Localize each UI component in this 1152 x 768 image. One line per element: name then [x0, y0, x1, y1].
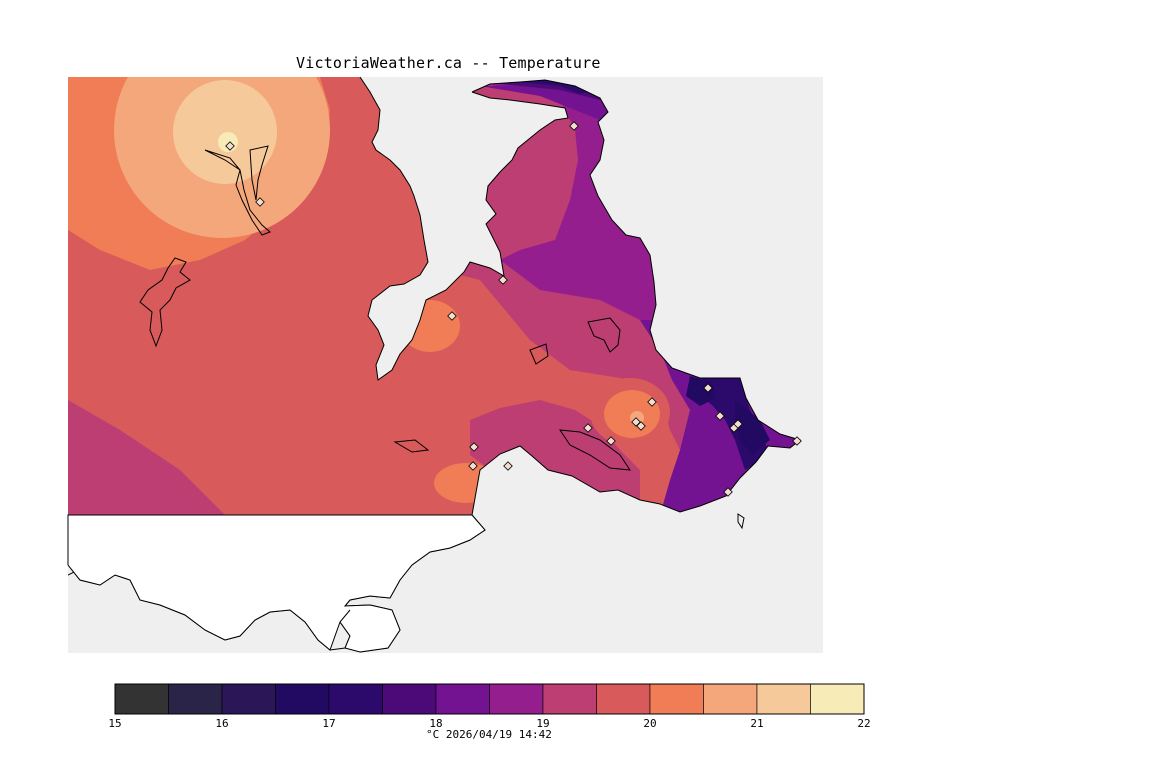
- station-marker: [225, 141, 235, 151]
- color-scale-bin: [542, 683, 597, 715]
- station-marker: [503, 461, 513, 471]
- station-marker: [723, 487, 733, 497]
- color-scale-frame: [114, 683, 865, 715]
- color-scale-bin: [756, 683, 811, 715]
- lake-west: [139, 257, 191, 348]
- lake-east-b: [529, 343, 549, 365]
- station-marker: [498, 275, 508, 285]
- station-marker: [636, 421, 646, 431]
- station-marker: [583, 423, 593, 433]
- map-title: VictoriaWeather.ca -- Temperature: [296, 54, 601, 72]
- inner-harbour: [558, 429, 632, 471]
- color-scale-tick-label: 20: [643, 717, 656, 730]
- color-scale-bin: [275, 683, 330, 715]
- station-marker: [469, 442, 479, 452]
- station-marker: [468, 461, 478, 471]
- station-marker: [715, 411, 725, 421]
- color-scale-tick-label: 17: [322, 717, 335, 730]
- station-marker: [447, 311, 457, 321]
- color-scale-bin: [435, 683, 490, 715]
- lake-south: [393, 439, 430, 453]
- station-marker: [255, 197, 265, 207]
- station-marker: [647, 397, 657, 407]
- color-scale-bin: [810, 683, 865, 715]
- color-scale-tick-label: 18: [429, 717, 442, 730]
- inlet-coast: [359, 77, 569, 381]
- color-scale-tick-label: 15: [108, 717, 121, 730]
- color-scale-bin: [703, 683, 758, 715]
- lake-east-a: [587, 317, 621, 353]
- color-scale-tick-label: 22: [857, 717, 870, 730]
- color-scale-tick-label: 21: [750, 717, 763, 730]
- color-scale-bin: [168, 683, 223, 715]
- nodata-area: [67, 514, 486, 653]
- color-scale-bins: [114, 683, 865, 715]
- color-scale-bin: [328, 683, 383, 715]
- color-scale-bin: [649, 683, 704, 715]
- station-marker: [733, 419, 743, 429]
- color-scale-tick-label: 19: [536, 717, 549, 730]
- station-marker: [606, 436, 616, 446]
- station-marker: [792, 436, 802, 446]
- color-scale-ticks: 15 16 17 18 19 20 21 22: [108, 717, 870, 730]
- island-sound: [737, 513, 745, 530]
- color-scale-tick-label: 16: [215, 717, 228, 730]
- lake-north: [204, 145, 271, 236]
- color-scale-bin: [382, 683, 437, 715]
- station-markers: [225, 121, 802, 497]
- color-scale-bin: [489, 683, 544, 715]
- color-scale-bin: [221, 683, 276, 715]
- legend-caption: °C 2026/04/19 14:42: [426, 728, 552, 741]
- station-marker: [569, 121, 579, 131]
- peninsula-coast: [471, 79, 802, 516]
- color-scale-bin: [114, 683, 169, 715]
- station-marker: [703, 383, 713, 393]
- color-scale-bin: [596, 683, 651, 715]
